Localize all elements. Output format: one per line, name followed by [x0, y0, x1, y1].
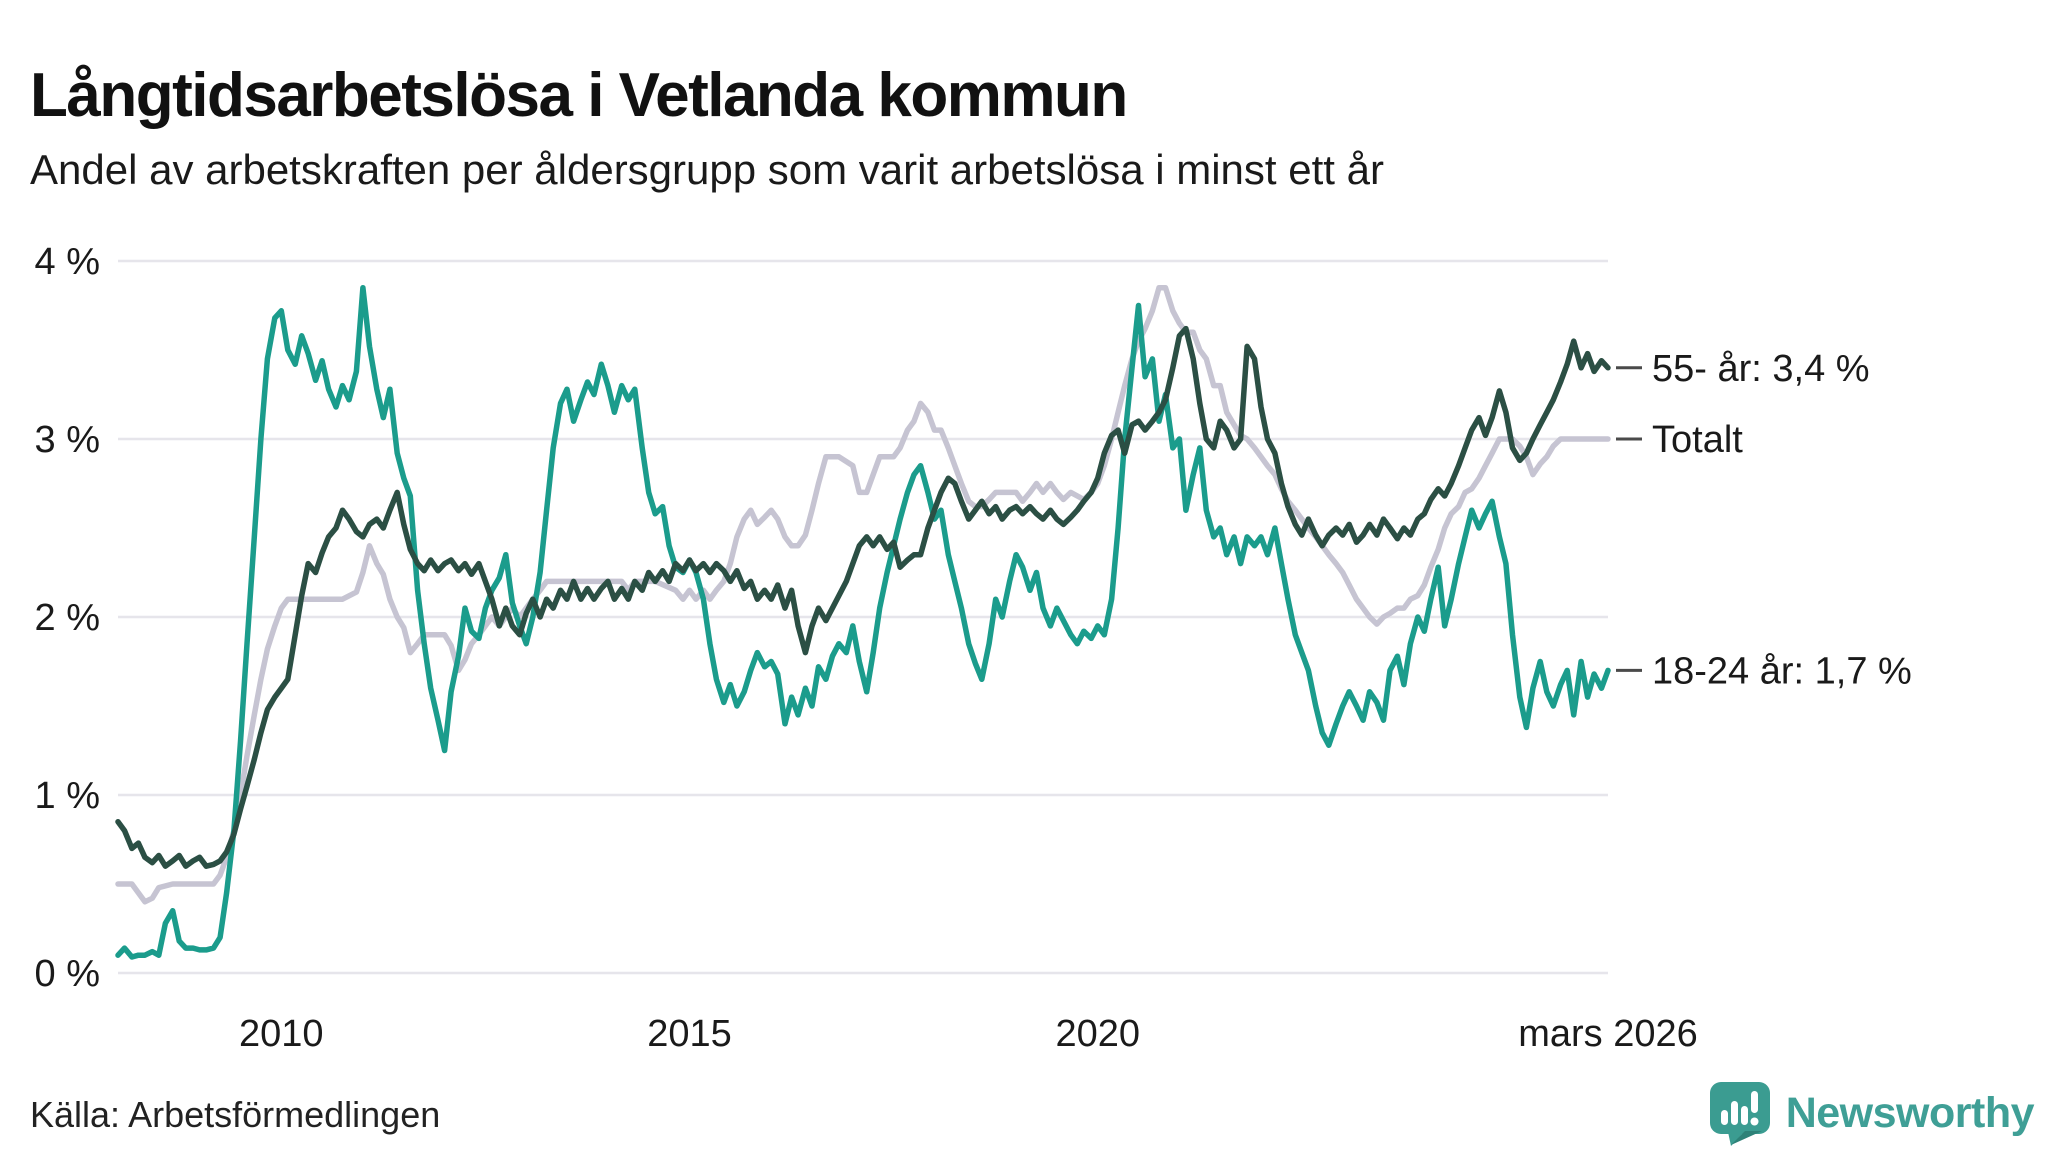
y-tick-label: 2 % — [35, 597, 100, 639]
series-line-totalt — [115, 284, 1611, 905]
x-tick-label: 2015 — [647, 1013, 732, 1055]
y-tick-label: 0 % — [35, 953, 100, 995]
series-end-label: 18-24 år: 1,7 % — [1652, 650, 1912, 692]
x-tick-label: 2010 — [239, 1013, 324, 1055]
y-tick-label: 1 % — [35, 775, 100, 817]
newsworthy-logo: Newsworthy — [1708, 1080, 2035, 1146]
newsworthy-wordmark: Newsworthy — [1785, 1088, 2035, 1137]
series-line-55-år — [115, 325, 1611, 869]
source-note: Källa: Arbetsförmedlingen — [30, 1094, 441, 1135]
series-end-label: 55- år: 3,4 % — [1652, 348, 1870, 390]
series-end-label: Totalt — [1652, 419, 1743, 461]
chart-subtitle: Andel av arbetskraften per åldersgrupp s… — [30, 146, 1384, 193]
series-line-18-24-år — [115, 284, 1611, 960]
page-title: Långtidsarbetslösa i Vetlanda kommun — [30, 60, 1128, 130]
x-tick-label: mars 2026 — [1518, 1013, 1698, 1055]
x-tick-label: 2020 — [1055, 1013, 1140, 1055]
y-tick-label: 3 % — [35, 419, 100, 461]
newsworthy-chart-bubble-icon — [1709, 1082, 1770, 1146]
y-tick-label: 4 % — [35, 241, 100, 283]
